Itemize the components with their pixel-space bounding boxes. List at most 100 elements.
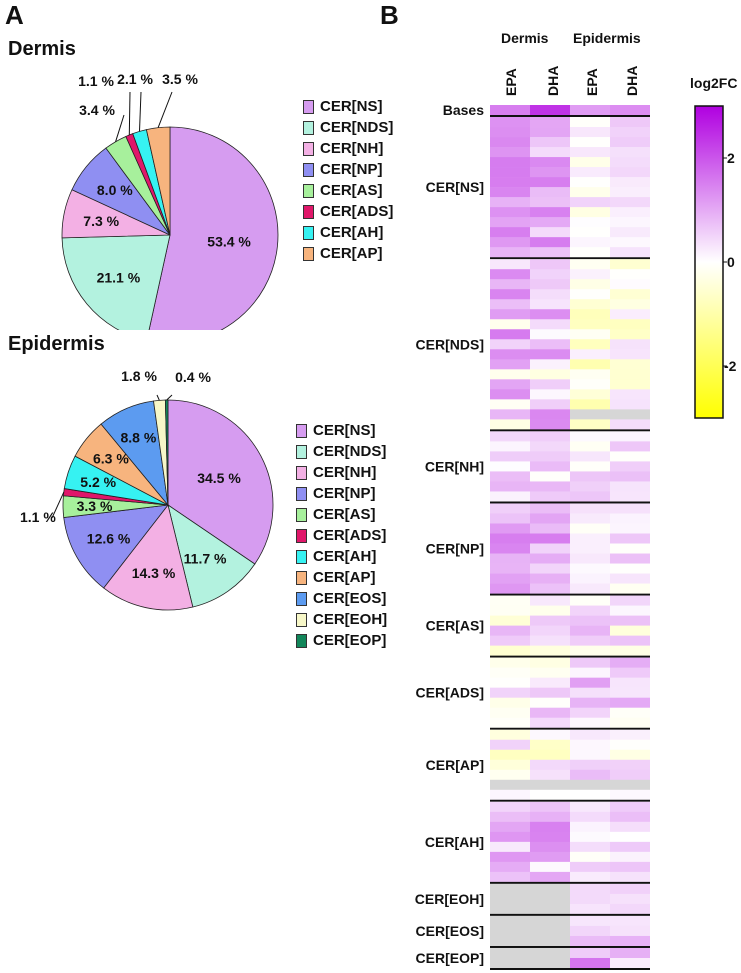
epidermis-label-cer-np: 12.6 % xyxy=(87,531,131,547)
heatmap-cell-cer-np xyxy=(530,503,570,514)
heatmap-cell-cer-nds xyxy=(530,419,570,430)
heatmap-cell-cer-nds xyxy=(570,309,610,320)
heatmap-cell-cer-as xyxy=(490,625,530,636)
heatmap-cell-cer-ah xyxy=(530,831,570,843)
heatmap-cell-cer-np xyxy=(490,503,530,514)
heatmap-cell-cer-nh xyxy=(490,451,530,462)
dermis-label-cer-nds: 21.1 % xyxy=(97,270,141,286)
heatmap-cell-cer-eoh xyxy=(610,893,650,905)
heatmap-cell-cer-ns xyxy=(610,137,650,148)
heatmap-cell-cer-ns xyxy=(570,157,610,168)
dermis-leader-cer-ads xyxy=(128,91,131,136)
heatmap-cell-cer-ads xyxy=(570,697,610,708)
heatmap-cell-cer-ads xyxy=(570,717,610,729)
dermis-legend-item-cer-nds: CER[NDS] xyxy=(303,117,393,138)
epidermis-legend-item-cer-ap: CER[AP] xyxy=(296,567,387,588)
legend-swatch xyxy=(296,507,307,522)
heatmap-cell-cer-ah xyxy=(530,811,570,823)
heatmap-cell-cer-eoh xyxy=(570,893,610,905)
legend-label: CER[NP] xyxy=(313,485,376,502)
heatmap-cell-cer-nds xyxy=(610,389,650,400)
heatmap-cell-cer-nds xyxy=(610,359,650,370)
heatmap-cell-cer-np xyxy=(490,583,530,594)
heatmap-cell-cer-ads xyxy=(570,687,610,698)
heatmap-cell-cer-np xyxy=(490,563,530,574)
dermis-leader-cer-ah xyxy=(139,91,142,132)
heatmap-cell-cer-ap xyxy=(570,759,610,771)
dermis-label-cer-np: 8.0 % xyxy=(97,182,133,198)
epidermis-leader-cer-eoh xyxy=(156,394,160,401)
heatmap-cell-cer-nh xyxy=(610,431,650,442)
heatmap-cell-cer-ns xyxy=(610,117,650,128)
epidermis-legend-item-cer-eoh: CER[EOH] xyxy=(296,609,387,630)
heatmap-cell-cer-ads xyxy=(610,677,650,688)
heatmap-cell-cer-ns xyxy=(610,247,650,258)
colorbar-title: log2FC xyxy=(690,75,738,91)
heatmap-row-label-cer-as: CER[AS] xyxy=(426,618,484,634)
panel-a-letter: A xyxy=(5,0,24,30)
epidermis-slice-cer-np xyxy=(63,504,169,589)
heatmap-cell-cer-eos xyxy=(570,925,610,937)
heatmap-cell-cer-ns xyxy=(490,127,530,138)
legend-label: CER[AS] xyxy=(320,182,383,199)
legend-label: CER[NS] xyxy=(320,98,383,115)
heatmap-cell-cer-nh xyxy=(610,491,650,502)
heatmap-cell-cer-nds xyxy=(490,359,530,370)
heatmap-cell-cer-ads xyxy=(610,687,650,698)
heatmap-cell-cer-nds xyxy=(530,379,570,390)
legend-swatch xyxy=(296,528,307,543)
heatmap-cell-cer-ads xyxy=(570,667,610,678)
heatmap-cell-cer-as xyxy=(530,595,570,606)
heatmap-cell-cer-np xyxy=(570,543,610,554)
heatmap-cell-cer-ns xyxy=(570,207,610,218)
heatmap-cell-cer-nh xyxy=(530,471,570,482)
legend-label: CER[NDS] xyxy=(320,119,394,136)
heatmap-row-label-cer-ads: CER[ADS] xyxy=(416,685,484,701)
heatmap-cell-cer-ah xyxy=(530,841,570,853)
heatmap-cell-cer-nh xyxy=(570,431,610,442)
epidermis-pie-chart: 34.5 % 11.7 % 14.3 % 12.6 % 3.3 % 1.1 % 5.2 % 6… xyxy=(20,368,274,611)
legend-label: CER[NH] xyxy=(313,464,377,481)
legend-swatch xyxy=(303,183,314,198)
heatmap-cell-cer-ns xyxy=(490,187,530,198)
heatmap-cell-cer-ah xyxy=(490,831,530,843)
heatmap-cell-cer-eoh xyxy=(610,903,650,915)
heatmap-cell-cer-nds xyxy=(490,419,530,430)
heatmap-cell-cer-ap xyxy=(530,789,570,801)
heatmap-cell-cer-ah xyxy=(490,851,530,863)
epidermis-pie-title: Epidermis xyxy=(8,333,105,355)
heatmap-cell-cer-as xyxy=(570,635,610,646)
heatmap-cell-cer-ap xyxy=(530,769,570,781)
heatmap-cell-cer-ap xyxy=(490,759,530,771)
heatmap-group-epidermis: Epidermis xyxy=(573,30,641,46)
heatmap-cell-cer-ads xyxy=(490,657,530,668)
heatmap-cell-cer-ah xyxy=(490,821,530,833)
heatmap-cell-cer-np xyxy=(530,553,570,564)
heatmap-cell-cer-np xyxy=(530,513,570,524)
heatmap-cell-cer-nds xyxy=(610,369,650,380)
heatmap-cell-cer-np xyxy=(570,533,610,544)
heatmap-cell-cer-as xyxy=(570,595,610,606)
heatmap-cell-cer-np xyxy=(530,573,570,584)
heatmap-cell-cer-np xyxy=(530,563,570,574)
heatmap-cell-cer-np xyxy=(610,563,650,574)
heatmap-cell-cer-np xyxy=(530,583,570,594)
heatmap-row-label-cer-nh: CER[NH] xyxy=(425,458,484,474)
heatmap-group-dermis: Dermis xyxy=(501,30,549,46)
legend-label: CER[AS] xyxy=(313,506,376,523)
heatmap-cell-cer-ns xyxy=(570,247,610,258)
heatmap-cell-cer-ads xyxy=(490,667,530,678)
heatmap-cell-cer-np xyxy=(490,523,530,534)
heatmap-cell-cer-ns xyxy=(490,167,530,178)
heatmap-cell-cer-ap xyxy=(530,749,570,761)
heatmap-cell-cer-ah xyxy=(610,821,650,833)
heatmap-cell-cer-np xyxy=(610,513,650,524)
epidermis-label-cer-eop: 0.4 % xyxy=(175,369,211,385)
dermis-legend-item-cer-ap: CER[AP] xyxy=(303,243,393,264)
heatmap-cell-cer-nds xyxy=(570,389,610,400)
heatmap-col-dermis-dha: DHA xyxy=(545,65,561,96)
heatmap-cell-cer-nds xyxy=(490,399,530,410)
heatmap-cell-cer-np xyxy=(610,583,650,594)
heatmap-cell-cer-ah xyxy=(570,811,610,823)
heatmap-cell-cer-as xyxy=(570,625,610,636)
